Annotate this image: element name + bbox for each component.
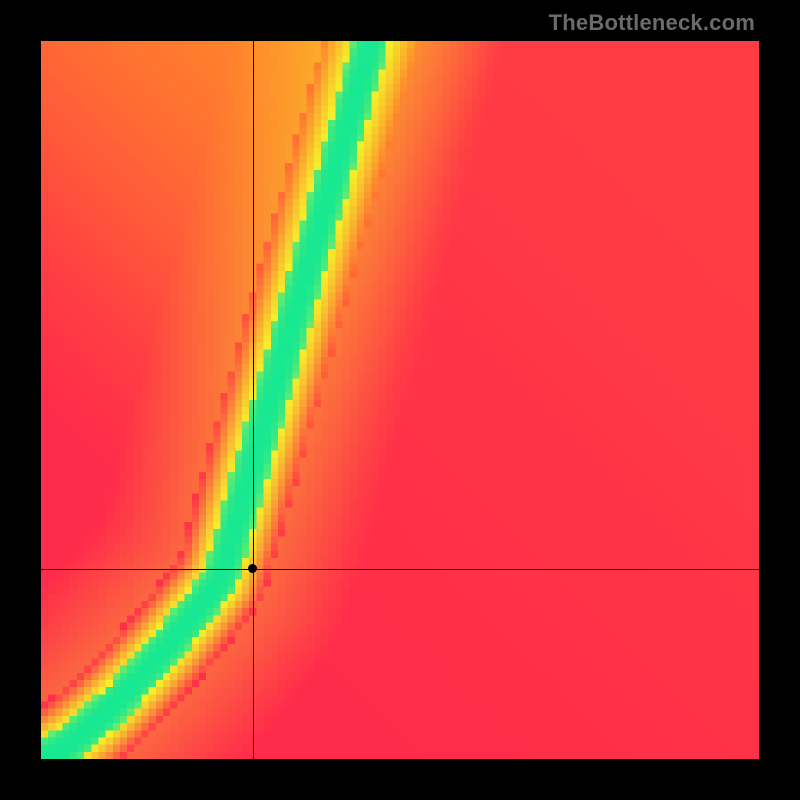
heatmap-canvas: [41, 41, 759, 759]
crosshair-vertical: [253, 41, 254, 759]
heatmap-plot: [41, 41, 759, 759]
chart-frame: TheBottleneck.com: [0, 0, 800, 800]
crosshair-horizontal: [41, 569, 759, 570]
watermark-text: TheBottleneck.com: [549, 10, 755, 36]
